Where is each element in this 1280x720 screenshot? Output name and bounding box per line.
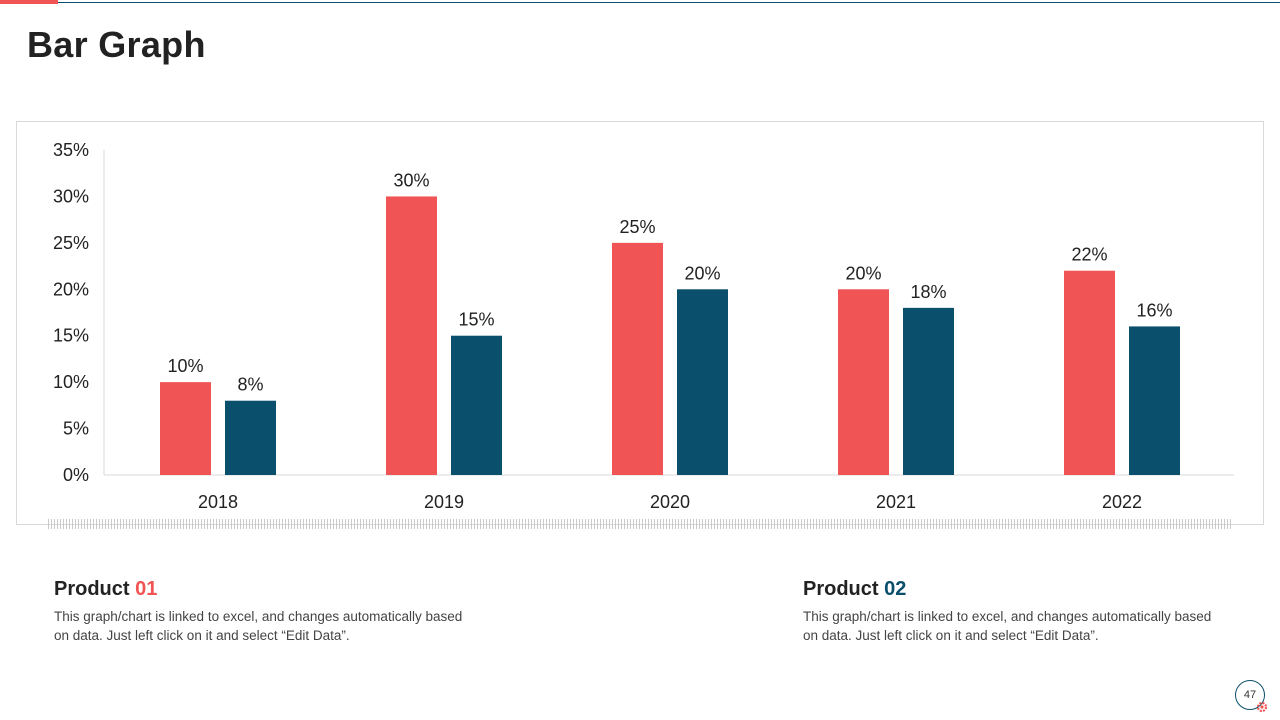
- product-01-label: Product: [54, 578, 136, 600]
- data-label: 30%: [393, 170, 429, 190]
- x-tick-label: 2019: [424, 492, 464, 512]
- product-01-block: Product 01 This graph/chart is linked to…: [54, 578, 474, 645]
- product-01-number: 01: [135, 578, 158, 600]
- data-label: 18%: [910, 282, 946, 302]
- bar-series2-2022: [1129, 326, 1180, 475]
- bar-series1-2020: [612, 242, 663, 475]
- bar-series1-2021: [838, 289, 889, 475]
- top-rule-line: [58, 2, 1280, 3]
- product-01-description: This graph/chart is linked to excel, and…: [54, 609, 463, 643]
- bar-series2-2021: [903, 307, 954, 475]
- product-02-heading: Product 02: [803, 578, 1223, 601]
- bar-series1-2018: [160, 382, 211, 475]
- product-02-number: 02: [884, 578, 907, 600]
- bar-series2-2018: [225, 400, 276, 475]
- bar-series1-2019: [386, 196, 437, 475]
- data-label: 22%: [1071, 245, 1107, 265]
- bar-series1-2022: [1064, 270, 1115, 475]
- x-tick-label: 2022: [1102, 492, 1142, 512]
- top-accent-bar: [0, 0, 58, 4]
- bar-chart[interactable]: 0% 5% 10% 15% 20% 25% 30% 35% 10% 8% 2018 30% 15% 201…: [0, 0, 1280, 560]
- data-label: 25%: [619, 217, 655, 237]
- bar-series2-2020: [677, 289, 728, 475]
- data-label: 10%: [167, 356, 203, 376]
- y-tick-label: 10%: [53, 372, 89, 392]
- x-tick-label: 2020: [650, 492, 690, 512]
- data-label: 15%: [458, 310, 494, 330]
- data-label: 8%: [237, 375, 263, 395]
- product-02-description: This graph/chart is linked to excel, and…: [803, 609, 1212, 643]
- data-label: 16%: [1136, 300, 1172, 320]
- y-tick-label: 25%: [53, 233, 89, 253]
- chart-hatch-strip: [48, 519, 1232, 529]
- y-tick-label: 0%: [63, 465, 89, 485]
- y-tick-label: 30%: [53, 186, 89, 206]
- bar-series2-2019: [451, 335, 502, 475]
- data-label: 20%: [845, 263, 881, 283]
- gear-icon: [1256, 701, 1268, 713]
- product-01-heading: Product 01: [54, 578, 474, 601]
- y-tick-label: 20%: [53, 279, 89, 299]
- x-tick-label: 2021: [876, 492, 916, 512]
- x-tick-label: 2018: [198, 492, 238, 512]
- data-label: 20%: [684, 263, 720, 283]
- y-tick-label: 15%: [53, 326, 89, 346]
- page-title: Bar Graph: [27, 24, 206, 65]
- page-number: 47: [1235, 680, 1265, 710]
- y-tick-label: 5%: [63, 419, 89, 439]
- y-tick-label: 35%: [53, 140, 89, 160]
- product-02-block: Product 02 This graph/chart is linked to…: [803, 578, 1223, 645]
- product-02-label: Product: [803, 578, 885, 600]
